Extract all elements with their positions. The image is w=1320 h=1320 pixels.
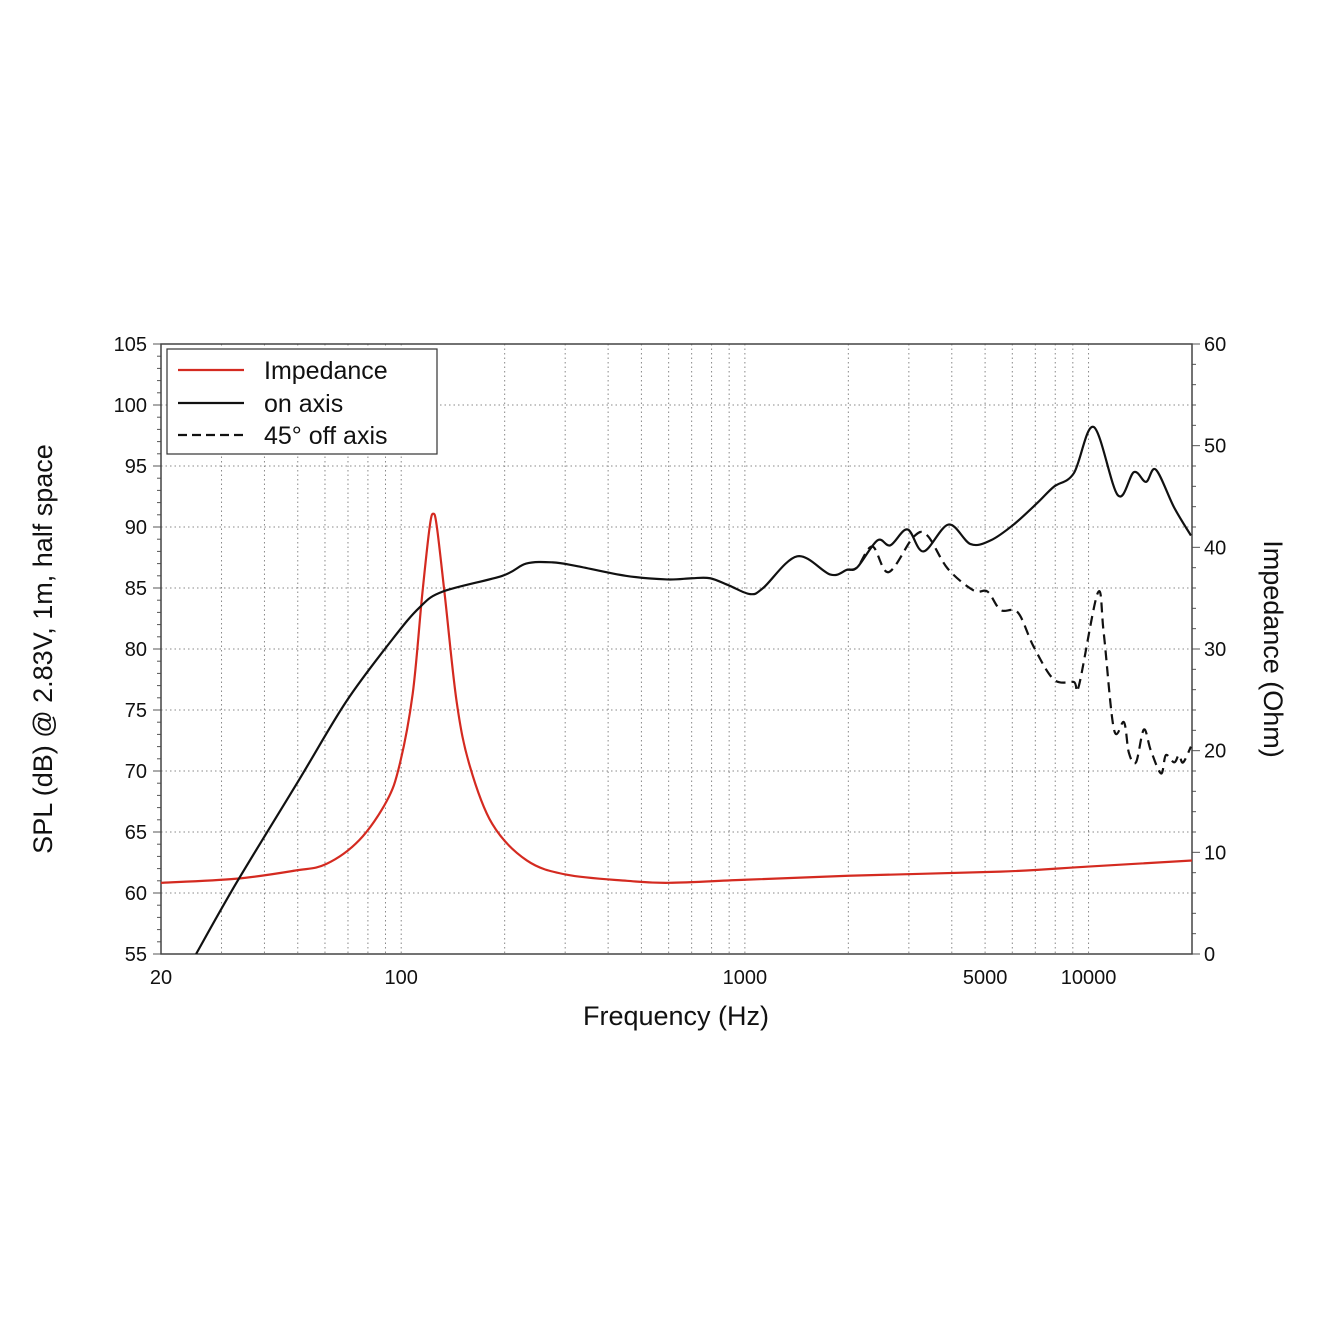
y-tick-label: 80 [125,639,147,661]
x-tick-label: 100 [385,967,418,989]
y2-tick-label: 30 [1204,639,1226,661]
series-45-off-axis-line [847,530,1192,775]
y-tick-label: 60 [125,883,147,905]
y2-tick-label: 10 [1204,842,1226,864]
legend-label-on-axis: on axis [264,390,343,418]
y-tick-label: 85 [125,578,147,600]
x-tick-label: 10000 [1061,967,1117,989]
legend-box [166,348,438,455]
x-axis-label: Frequency (Hz) [583,1001,769,1031]
y-tick-label: 75 [125,700,147,722]
x-tick-labels: 20 100 1000 5000 10000 [150,967,1116,989]
y-tick-label: 95 [125,456,147,478]
y-tick-label: 100 [114,395,147,417]
y2-tick-label: 40 [1204,537,1226,559]
y2-tick-labels: 0 10 20 30 40 50 60 [1204,334,1226,966]
x-tick-label: 5000 [963,967,1008,989]
x-tick-label: 20 [150,967,172,989]
y-tick-label: 90 [125,517,147,539]
legend-label-impedance: Impedance [264,357,388,385]
y2-tick-label: 60 [1204,334,1226,356]
y-tick-label: 70 [125,761,147,783]
y2-tick-label: 0 [1204,944,1215,966]
plot-frame [160,343,1193,955]
y2-tick-label: 50 [1204,436,1226,458]
y2-tick-label: 20 [1204,741,1226,763]
series-layer [161,425,1192,954]
series-on-axis-line [195,425,1192,954]
y-tick-label: 65 [125,822,147,844]
y2-axis-label: Impedance (Ohm) [1258,540,1288,758]
y-axis-label: SPL (dB) @ 2.83V, 1m, half space [28,444,58,854]
y-tick-labels: 55 60 65 70 75 80 85 90 95 100 105 [114,334,147,966]
x-tick-label: 1000 [723,967,768,989]
series-impedance-line [161,512,1192,884]
y-tick-label: 55 [125,944,147,966]
legend: Impedance on axis 45° off axis [166,348,438,455]
legend-label-off-axis: 45° off axis [264,422,388,450]
y-tick-label: 105 [114,334,147,356]
